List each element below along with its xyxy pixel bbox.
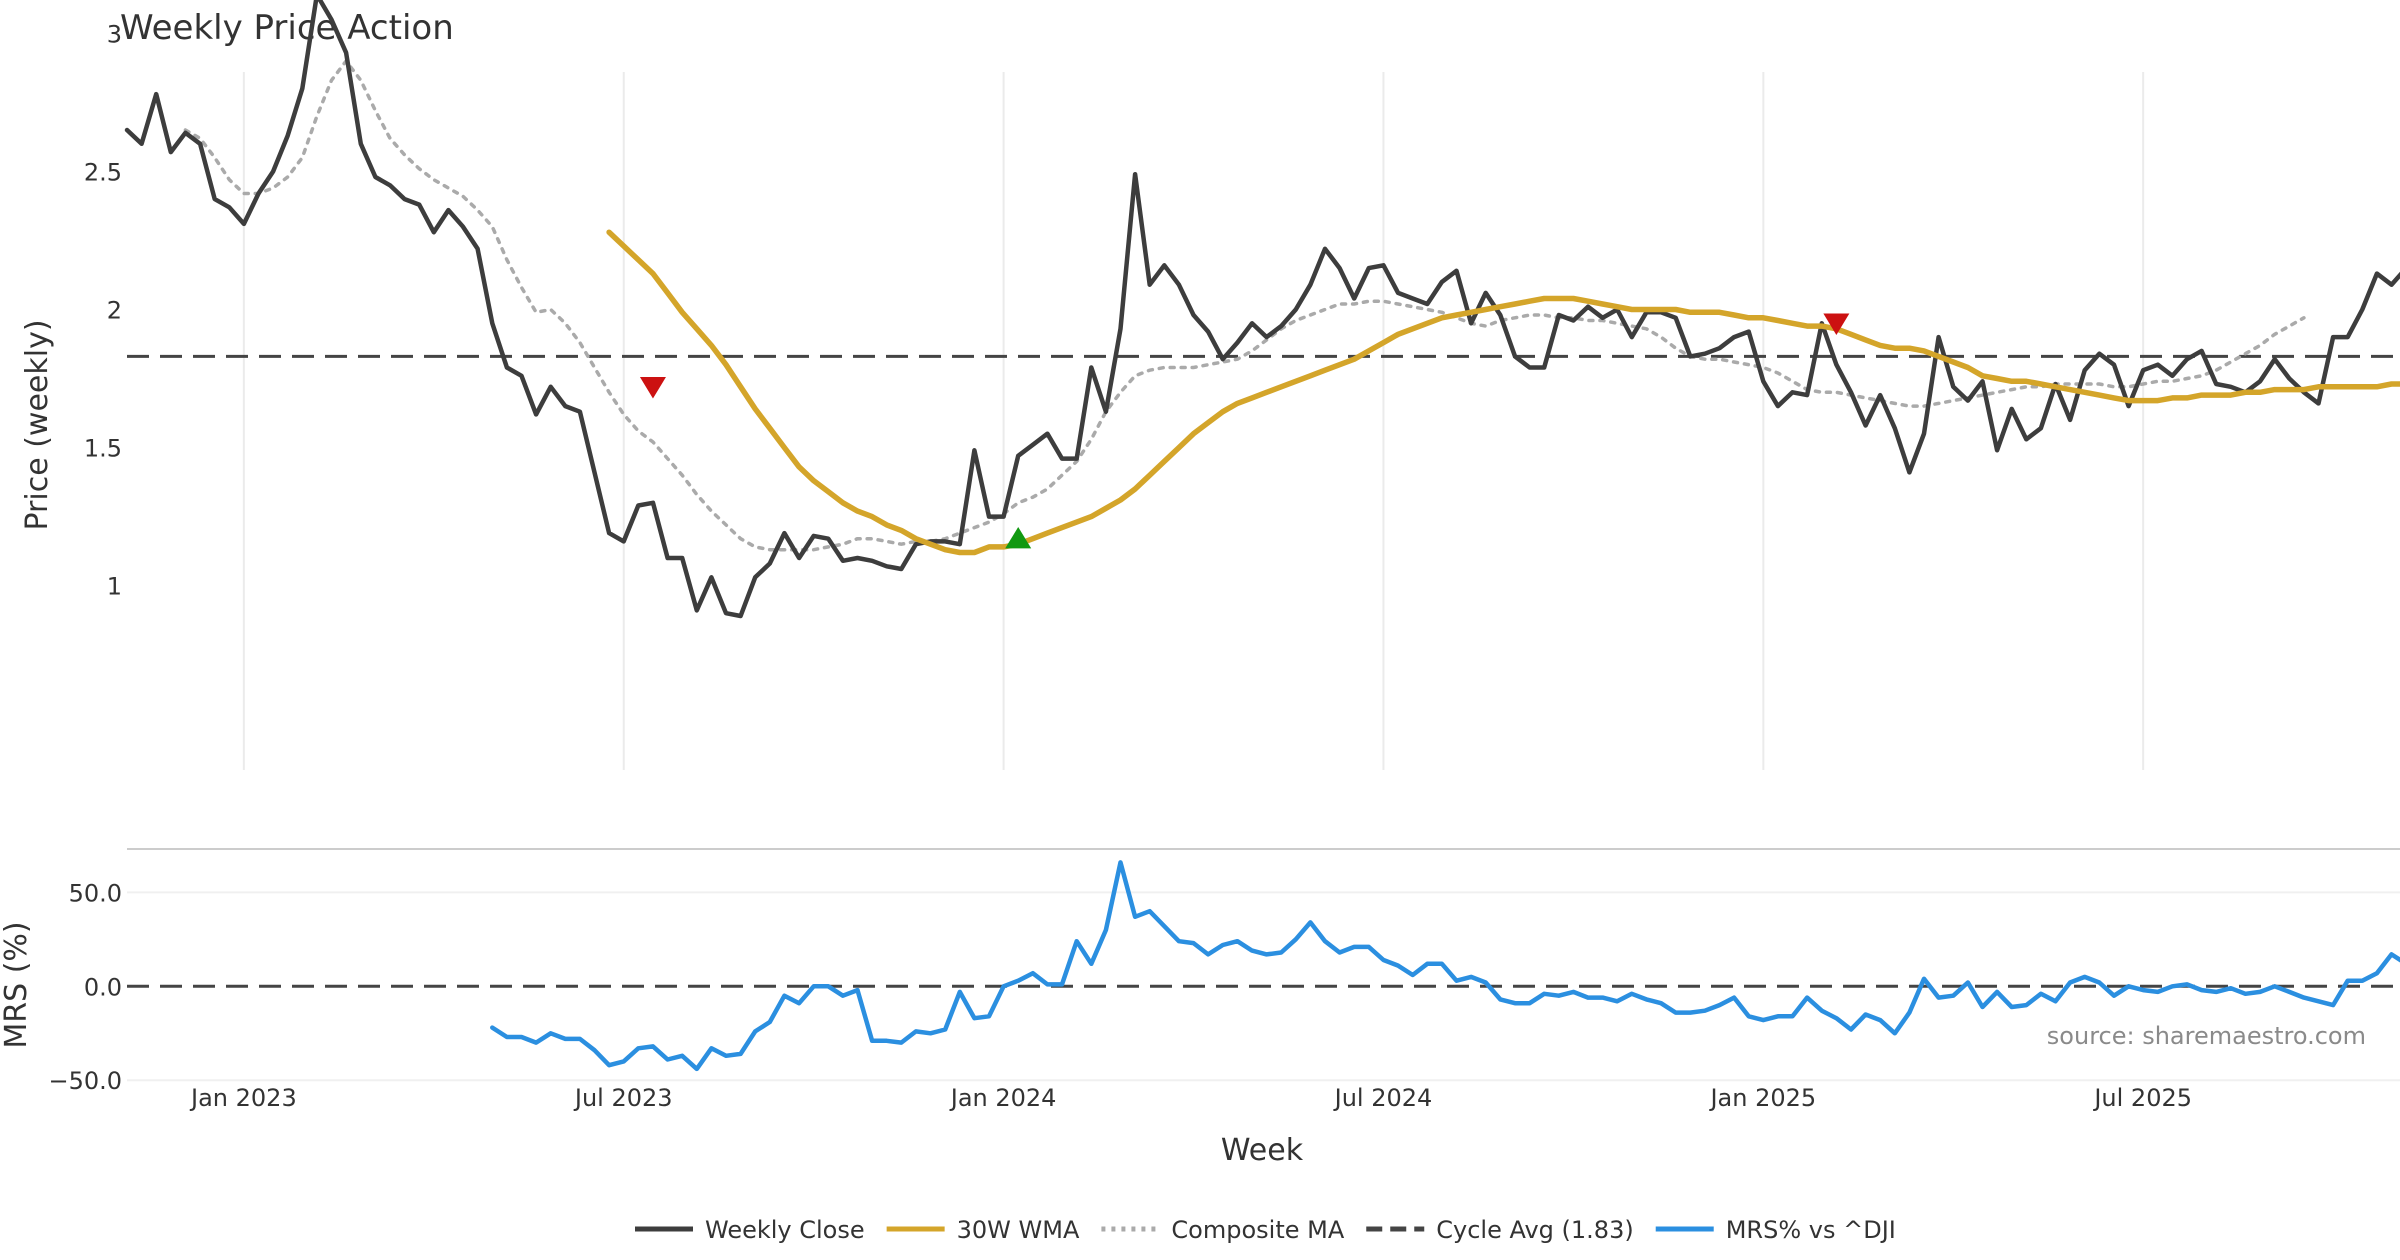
x-tick-label: Jul 2024 bbox=[1333, 1084, 1433, 1112]
mrs-y-axis-title: MRS (%) bbox=[0, 921, 34, 1048]
buy-signal-marker bbox=[1005, 526, 1032, 549]
legend-item: Cycle Avg (1.83) bbox=[1366, 1216, 1634, 1244]
x-tick-label: Jul 2023 bbox=[573, 1084, 673, 1112]
legend-label: 30W WMA bbox=[957, 1216, 1080, 1244]
x-tick-label: Jul 2025 bbox=[2092, 1084, 2192, 1112]
x-tick-label: Jan 2025 bbox=[1708, 1084, 1816, 1112]
legend-item: 30W WMA bbox=[886, 1216, 1080, 1244]
wma-30w-line bbox=[606, 229, 2400, 556]
mrs-y-tick-label: −50.0 bbox=[48, 1067, 122, 1095]
x-tick-labels: Jan 2023 Jul 2023 Jan 2024 Jul 2024 Jan 2025… bbox=[189, 1084, 2192, 1112]
legend-item: Composite MA bbox=[1101, 1216, 1345, 1244]
mrs-line bbox=[490, 860, 2400, 1072]
legend-label: MRS% vs ^DJI bbox=[1726, 1216, 1896, 1244]
price-y-tick-label: 1 bbox=[107, 573, 122, 601]
price-y-ticks: 1 1.5 2 2.5 3 bbox=[84, 20, 122, 600]
legend-item: Weekly Close bbox=[635, 1216, 865, 1244]
price-series bbox=[124, 0, 2400, 619]
chart-title: Weekly Price Action bbox=[120, 8, 454, 48]
mrs-grid bbox=[127, 891, 2400, 1082]
x-tick-label: Jan 2024 bbox=[949, 1084, 1057, 1112]
sell-signal-marker bbox=[639, 377, 666, 399]
price-y-tick-label: 3 bbox=[107, 20, 122, 48]
source-annotation: source: sharemaestro.com bbox=[2047, 1022, 2366, 1050]
sell-signal-marker bbox=[1823, 313, 1850, 336]
price-y-tick-label: 2 bbox=[107, 297, 122, 325]
legend: Weekly Close 30W WMA Composite MA Cycle Avg… bbox=[635, 1216, 1896, 1244]
composite-ma-line bbox=[183, 59, 2306, 552]
legend-label: Cycle Avg (1.83) bbox=[1436, 1216, 1633, 1244]
legend-item: MRS% vs ^DJI bbox=[1655, 1216, 1896, 1244]
legend-label: Composite MA bbox=[1171, 1216, 1344, 1244]
mrs-y-tick-label: 50.0 bbox=[69, 879, 122, 907]
weekly-close-line bbox=[124, 0, 2400, 619]
x-axis-title: Week bbox=[1221, 1133, 1304, 1168]
price-grid bbox=[242, 72, 2145, 770]
legend-label: Weekly Close bbox=[705, 1216, 865, 1244]
price-y-axis-title: Price (weekly) bbox=[20, 319, 55, 530]
mrs-series bbox=[490, 860, 2400, 1072]
x-tick-label: Jan 2023 bbox=[189, 1084, 297, 1112]
price-y-tick-label: 1.5 bbox=[84, 435, 122, 463]
signal-markers bbox=[639, 313, 1850, 549]
mrs-y-ticks: 50.0 0.0 −50.0 bbox=[48, 879, 122, 1095]
mrs-y-tick-label: 0.0 bbox=[84, 973, 122, 1001]
price-y-tick-label: 2.5 bbox=[84, 158, 122, 186]
